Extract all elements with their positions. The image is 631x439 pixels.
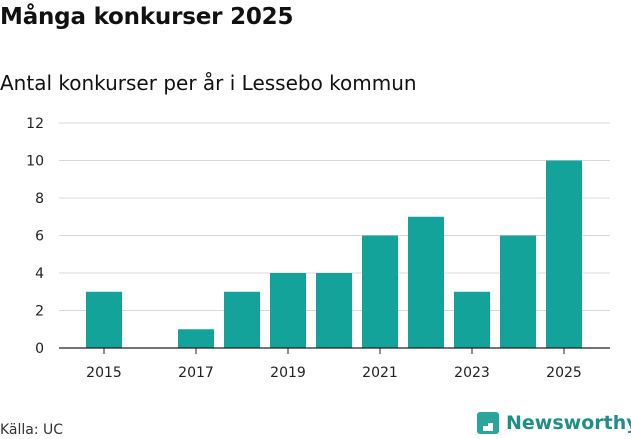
chart-title: Många konkurser 2025 (0, 4, 294, 30)
brand-logo: Newsworthy (476, 409, 631, 437)
newsworthy-logo-icon (477, 412, 499, 434)
y-tick-label: 4 (35, 266, 44, 282)
y-axis-labels: 0 2 4 6 8 10 12 (26, 116, 44, 357)
y-tick-label: 8 (35, 191, 44, 207)
bar-2025 (546, 160, 582, 348)
bar-2024 (500, 235, 536, 348)
x-tick-label: 2017 (178, 365, 214, 381)
x-tick-label: 2015 (86, 365, 122, 381)
y-tick-label: 12 (26, 116, 44, 132)
source-note: Källa: UC (0, 422, 64, 438)
x-tick-label: 2019 (270, 365, 306, 381)
bar-2021 (362, 235, 398, 348)
brand-name: Newsworthy (506, 412, 631, 434)
y-tick-label: 6 (35, 229, 44, 245)
x-tick-label: 2023 (454, 365, 490, 381)
x-tick-label: 2021 (362, 365, 398, 381)
bar-2020 (316, 273, 352, 348)
bar-2023 (454, 291, 490, 348)
bar-2022 (408, 216, 444, 348)
bar-2017 (178, 329, 214, 348)
x-axis (59, 347, 610, 354)
x-axis-labels: 2015 2017 2019 2021 2023 2025 (86, 365, 582, 381)
y-tick-label: 0 (35, 341, 44, 357)
y-tick-label: 10 (26, 154, 44, 170)
bars (86, 160, 582, 348)
bar-2018 (224, 291, 260, 348)
y-tick-label: 2 (35, 304, 44, 320)
bar-2015 (86, 291, 122, 348)
bar-2019 (270, 273, 306, 348)
chart-subtitle: Antal konkurser per år i Lessebo kommun (0, 71, 417, 95)
x-tick-label: 2025 (546, 365, 582, 381)
